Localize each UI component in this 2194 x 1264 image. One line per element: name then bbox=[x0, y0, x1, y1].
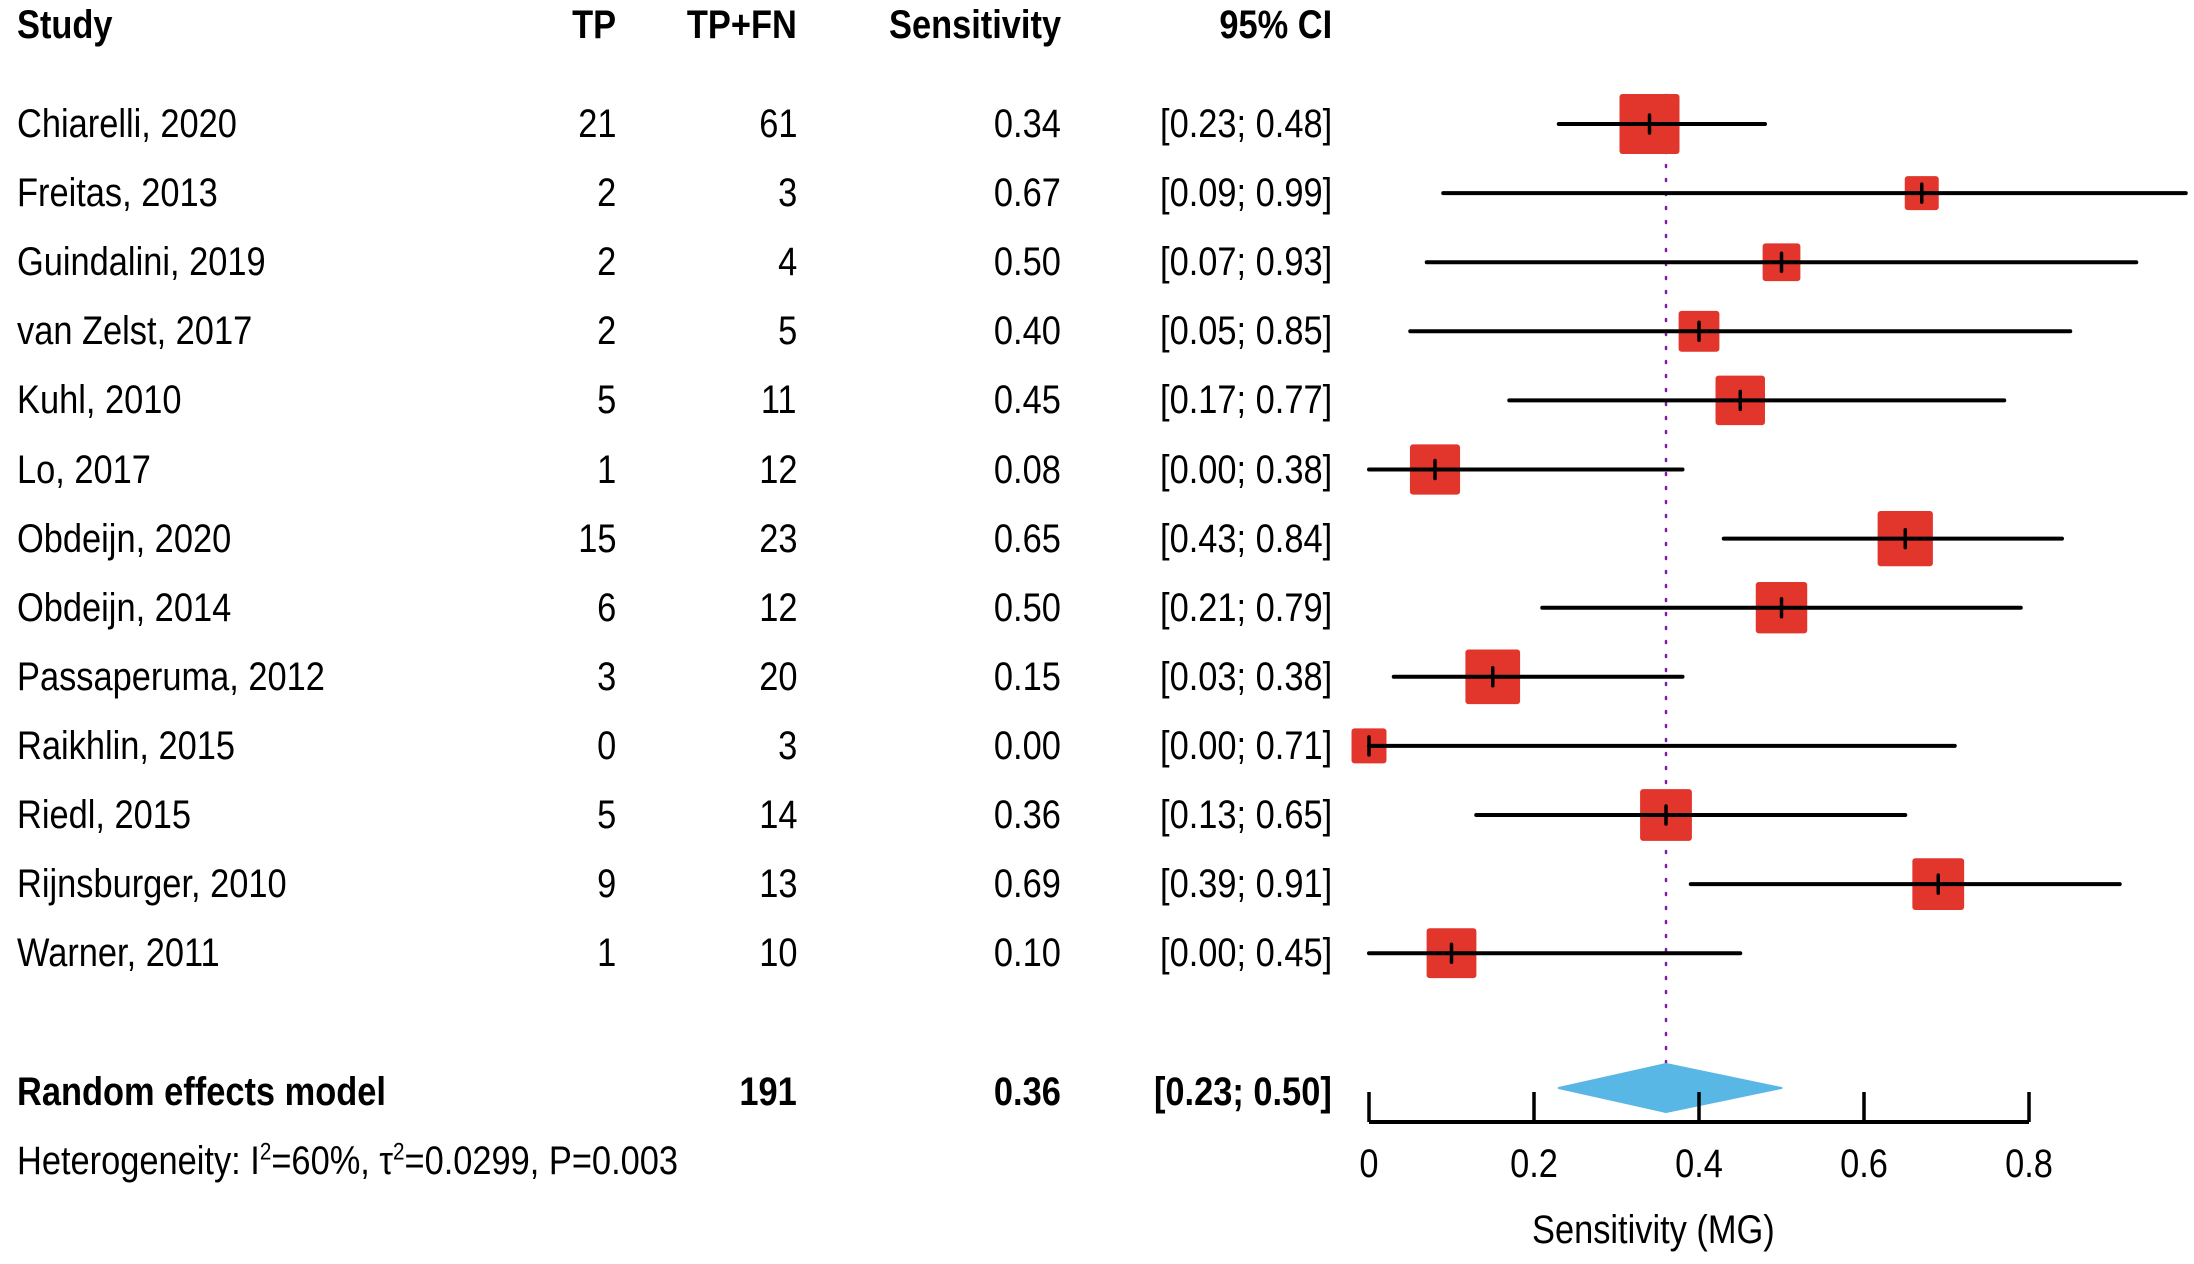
total-value: 10 bbox=[758, 931, 797, 976]
ci-value: [0.21; 0.79] bbox=[1159, 585, 1332, 630]
study-name: van Zelst, 2017 bbox=[17, 309, 253, 354]
tp-value: 0 bbox=[596, 723, 616, 768]
sensitivity-value: 0.15 bbox=[994, 654, 1061, 699]
total-value: 3 bbox=[777, 171, 797, 216]
header-study: Study bbox=[17, 3, 113, 47]
sensitivity-value: 0.10 bbox=[994, 931, 1061, 976]
ci-value: [0.07; 0.93] bbox=[1159, 240, 1332, 285]
pooled-ci: [0.23; 0.50] bbox=[1154, 1070, 1332, 1114]
sensitivity-value: 0.50 bbox=[994, 240, 1061, 285]
heterogeneity-i2: =60%, τ bbox=[271, 1139, 393, 1183]
x-tick-label: 0 bbox=[1359, 1141, 1378, 1186]
heterogeneity-tau2: =0.0299, P=0.003 bbox=[404, 1139, 679, 1183]
ci-value: [0.23; 0.48] bbox=[1159, 102, 1332, 146]
tp-value: 1 bbox=[596, 447, 616, 492]
total-value: 4 bbox=[777, 240, 797, 285]
sensitivity-value: 0.08 bbox=[994, 447, 1061, 492]
header-sensitivity: Sensitivity bbox=[888, 3, 1061, 47]
sensitivity-value: 0.50 bbox=[994, 585, 1061, 630]
tp-value: 1 bbox=[596, 931, 616, 976]
ci-value: [0.43; 0.84] bbox=[1159, 516, 1332, 561]
tp-value: 5 bbox=[596, 378, 616, 423]
study-name: Obdeijn, 2020 bbox=[17, 516, 232, 561]
study-name: Passaperuma, 2012 bbox=[17, 654, 325, 699]
study-name: Obdeijn, 2014 bbox=[17, 585, 232, 630]
sensitivity-value: 0.65 bbox=[994, 516, 1061, 561]
ci-value: [0.00; 0.45] bbox=[1159, 931, 1332, 976]
x-tick-label: 0.6 bbox=[1840, 1141, 1888, 1186]
tp-value: 2 bbox=[596, 171, 616, 216]
ci-value: [0.00; 0.38] bbox=[1159, 447, 1332, 492]
sensitivity-value: 0.36 bbox=[994, 793, 1061, 837]
ci-value: [0.00; 0.71] bbox=[1159, 723, 1332, 768]
ci-value: [0.05; 0.85] bbox=[1159, 309, 1332, 354]
header-tp: TP bbox=[572, 3, 616, 47]
total-value: 5 bbox=[777, 309, 797, 354]
total-value: 11 bbox=[761, 378, 797, 423]
x-tick-label: 0.2 bbox=[1510, 1141, 1558, 1186]
x-axis-label: Sensitivity (MG) bbox=[1532, 1208, 1775, 1252]
total-value: 13 bbox=[758, 862, 797, 907]
tp-value: 9 bbox=[596, 862, 616, 907]
total-value: 20 bbox=[758, 654, 797, 699]
pooled-diamond bbox=[1557, 1063, 1783, 1113]
ci-value: [0.13; 0.65] bbox=[1159, 793, 1332, 837]
x-tick-label: 0.8 bbox=[2005, 1141, 2053, 1186]
x-tick-label: 0.4 bbox=[1675, 1141, 1723, 1186]
sensitivity-value: 0.40 bbox=[994, 309, 1061, 354]
tp-value: 15 bbox=[577, 516, 616, 561]
sensitivity-value: 0.69 bbox=[994, 862, 1061, 907]
ci-value: [0.09; 0.99] bbox=[1159, 171, 1332, 216]
tp-value: 6 bbox=[596, 585, 616, 630]
ci-value: [0.03; 0.38] bbox=[1159, 654, 1332, 699]
sensitivity-value: 0.45 bbox=[994, 378, 1061, 423]
total-value: 23 bbox=[758, 516, 797, 561]
total-value: 12 bbox=[758, 447, 797, 492]
pooled-sensitivity: 0.36 bbox=[994, 1070, 1061, 1114]
study-name: Riedl, 2015 bbox=[17, 793, 192, 837]
sensitivity-value: 0.00 bbox=[994, 723, 1061, 768]
total-value: 14 bbox=[758, 793, 797, 837]
header-total: TP+FN bbox=[687, 3, 797, 47]
tp-value: 2 bbox=[596, 309, 616, 354]
tp-value: 3 bbox=[596, 654, 616, 699]
ci-value: [0.39; 0.91] bbox=[1159, 862, 1332, 907]
tp-value: 21 bbox=[577, 102, 616, 146]
tau2-superscript: 2 bbox=[392, 1138, 405, 1166]
pooled-label: Random effects model bbox=[17, 1070, 386, 1114]
study-name: Guindalini, 2019 bbox=[17, 240, 266, 285]
tp-value: 2 bbox=[596, 240, 616, 285]
sensitivity-value: 0.67 bbox=[994, 171, 1061, 216]
study-name: Warner, 2011 bbox=[17, 931, 220, 976]
study-name: Lo, 2017 bbox=[17, 447, 151, 492]
ci-value: [0.17; 0.77] bbox=[1159, 378, 1332, 423]
total-value: 3 bbox=[777, 723, 797, 768]
sensitivity-value: 0.34 bbox=[994, 102, 1061, 146]
i2-superscript: 2 bbox=[259, 1138, 272, 1166]
total-value: 61 bbox=[758, 102, 797, 146]
heterogeneity-prefix: Heterogeneity: I bbox=[17, 1139, 260, 1183]
study-name: Kuhl, 2010 bbox=[17, 378, 182, 423]
study-name: Raikhlin, 2015 bbox=[17, 723, 236, 768]
heterogeneity-text: Heterogeneity: I2=60%, τ2=0.0299, P=0.00… bbox=[17, 1137, 678, 1185]
study-name: Rijnsburger, 2010 bbox=[17, 862, 287, 907]
header-ci: 95% CI bbox=[1219, 3, 1332, 47]
study-name: Freitas, 2013 bbox=[17, 171, 218, 216]
total-value: 12 bbox=[758, 585, 797, 630]
study-name: Chiarelli, 2020 bbox=[17, 102, 237, 146]
tp-value: 5 bbox=[596, 793, 616, 837]
pooled-total: 191 bbox=[739, 1070, 797, 1114]
